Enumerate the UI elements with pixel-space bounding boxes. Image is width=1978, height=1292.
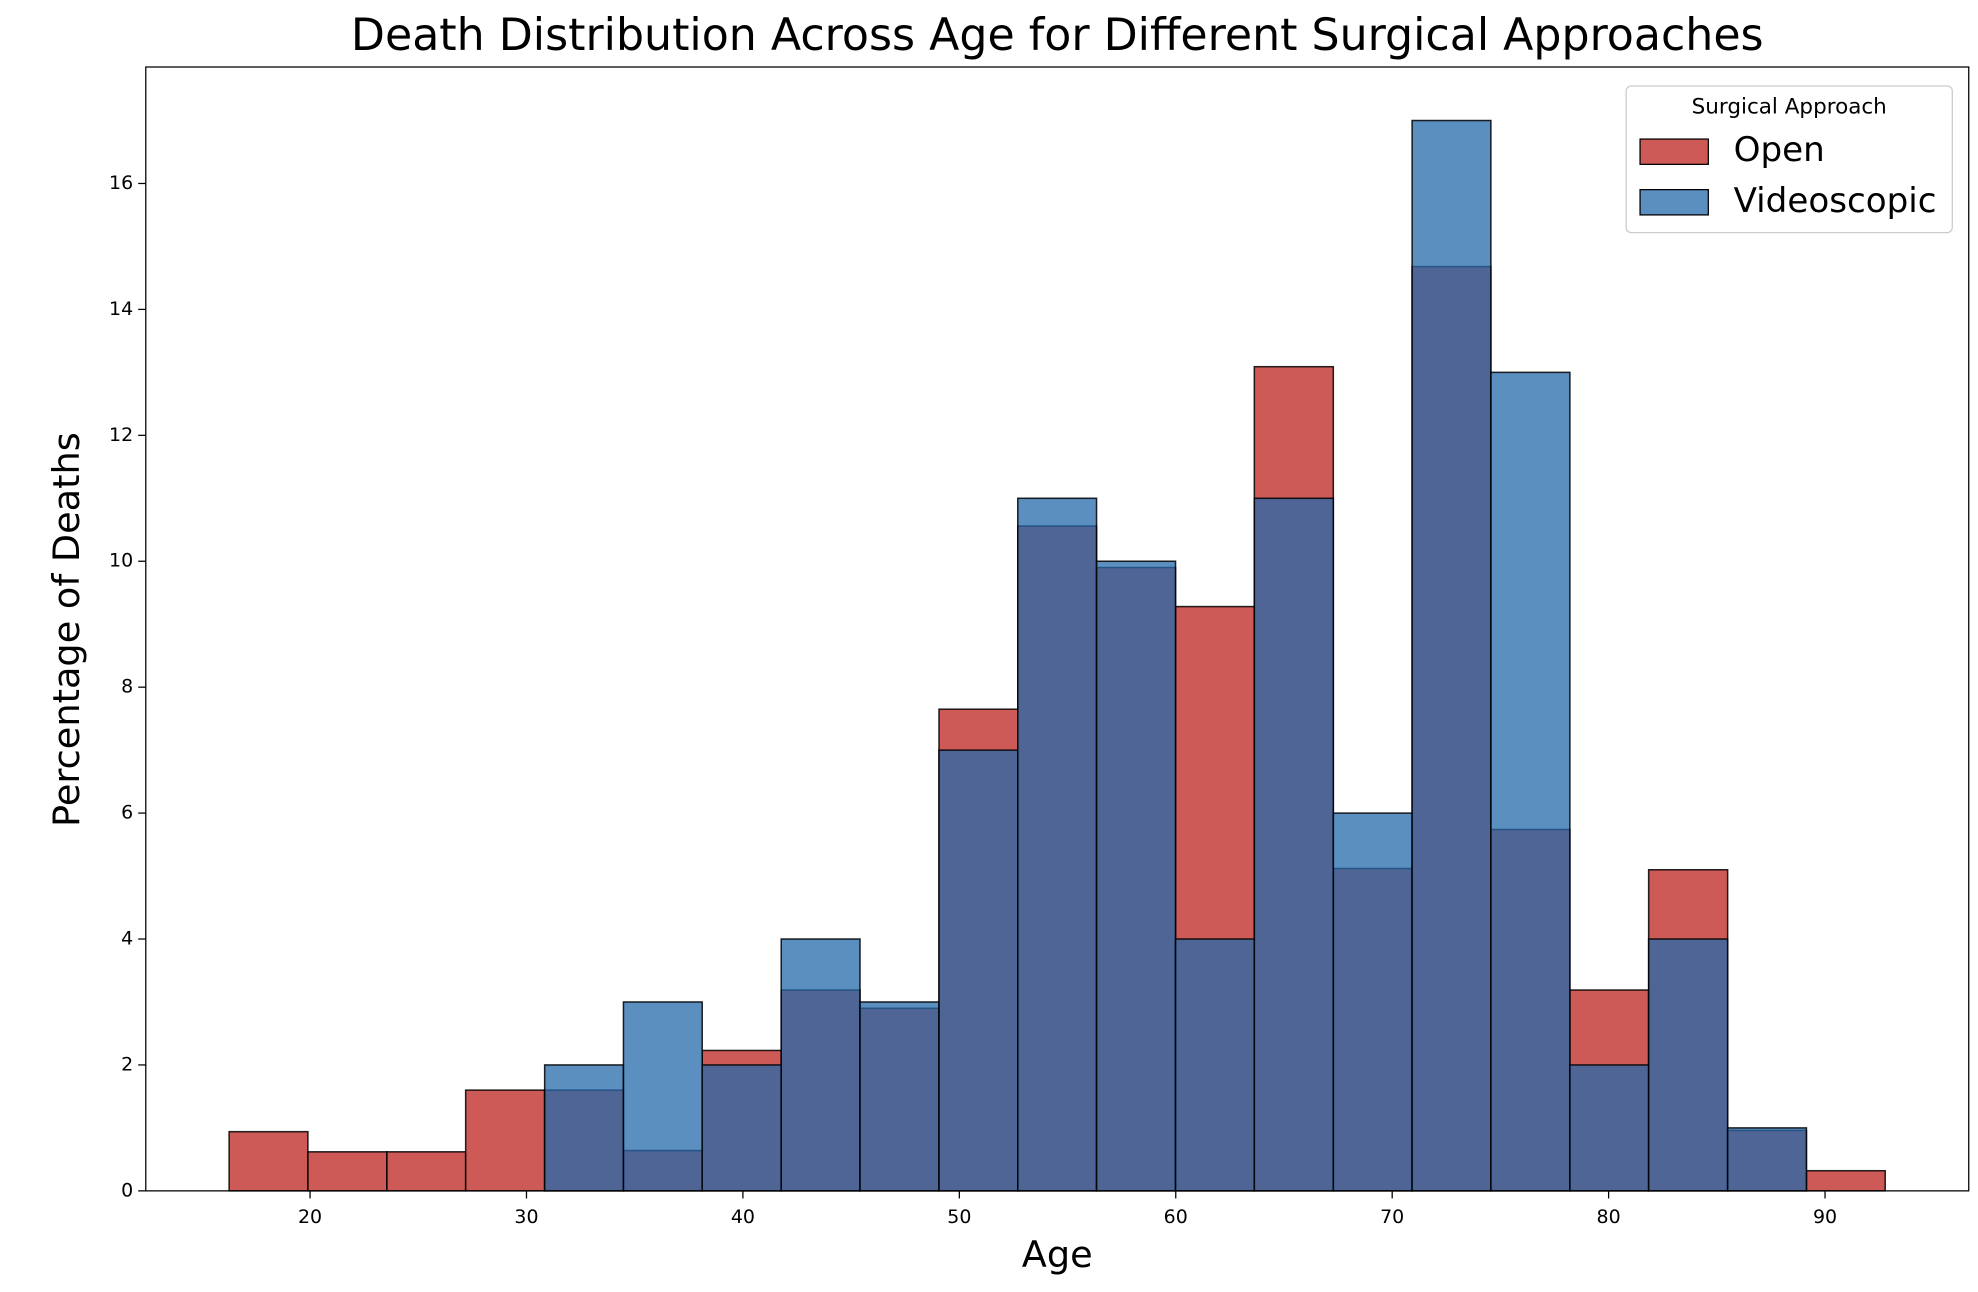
histogram-bar (622, 1001, 703, 1192)
x-axis-label: Age (1022, 1233, 1093, 1276)
y-tick-label: 16 (109, 172, 133, 194)
histogram-bar (1569, 1064, 1650, 1192)
y-tick-label: 6 (121, 802, 133, 824)
histogram-bar (859, 1001, 940, 1192)
y-tick-label: 14 (109, 298, 133, 320)
histogram-bar (1174, 938, 1256, 1192)
legend-label: Open (1734, 130, 1825, 170)
histogram-bar (1411, 119, 1492, 1192)
x-tick-label: 50 (947, 1206, 971, 1228)
chart-title: Death Distribution Across Age for Differ… (351, 10, 1764, 61)
plot-area (228, 119, 1886, 1192)
histogram-bar (1253, 497, 1335, 1192)
histogram-bar (307, 1151, 388, 1192)
legend-label: Videoscopic (1734, 181, 1937, 221)
x-tick-label: 30 (514, 1206, 538, 1228)
y-tick-label: 0 (121, 1179, 133, 1201)
legend-swatch (1639, 138, 1709, 165)
histogram-bar (543, 1064, 625, 1192)
histogram-bar (1095, 560, 1177, 1192)
legend-title: Surgical Approach (1692, 94, 1887, 119)
histogram-bar (228, 1130, 309, 1192)
histogram-bar (1647, 938, 1729, 1192)
histogram-bar (1726, 1127, 1808, 1192)
y-tick-label: 10 (109, 550, 133, 572)
histogram-bar (780, 938, 861, 1192)
histogram-bar (386, 1151, 467, 1192)
y-tick-label: 12 (109, 424, 133, 446)
histogram-bar (1332, 812, 1413, 1192)
histogram-bar (701, 1064, 782, 1192)
x-tick-label: 40 (731, 1206, 755, 1228)
x-tick-label: 80 (1597, 1206, 1621, 1228)
y-tick-label: 2 (121, 1053, 133, 1075)
histogram-bar (1805, 1169, 1886, 1192)
y-tick-label: 4 (121, 928, 133, 950)
y-axis-label: Percentage of Deaths (45, 432, 88, 827)
x-tick-label: 20 (298, 1206, 322, 1228)
legend-swatch (1639, 188, 1709, 216)
histogram-bar (1017, 497, 1098, 1192)
y-tick-label: 8 (121, 676, 133, 698)
x-tick-label: 70 (1380, 1206, 1404, 1228)
axes-frame (145, 66, 1970, 1192)
x-tick-label: 60 (1164, 1206, 1188, 1228)
histogram-bar (1490, 371, 1571, 1192)
x-tick-label: 90 (1813, 1206, 1837, 1228)
histogram-bar (464, 1089, 546, 1192)
histogram-bar (938, 749, 1019, 1192)
